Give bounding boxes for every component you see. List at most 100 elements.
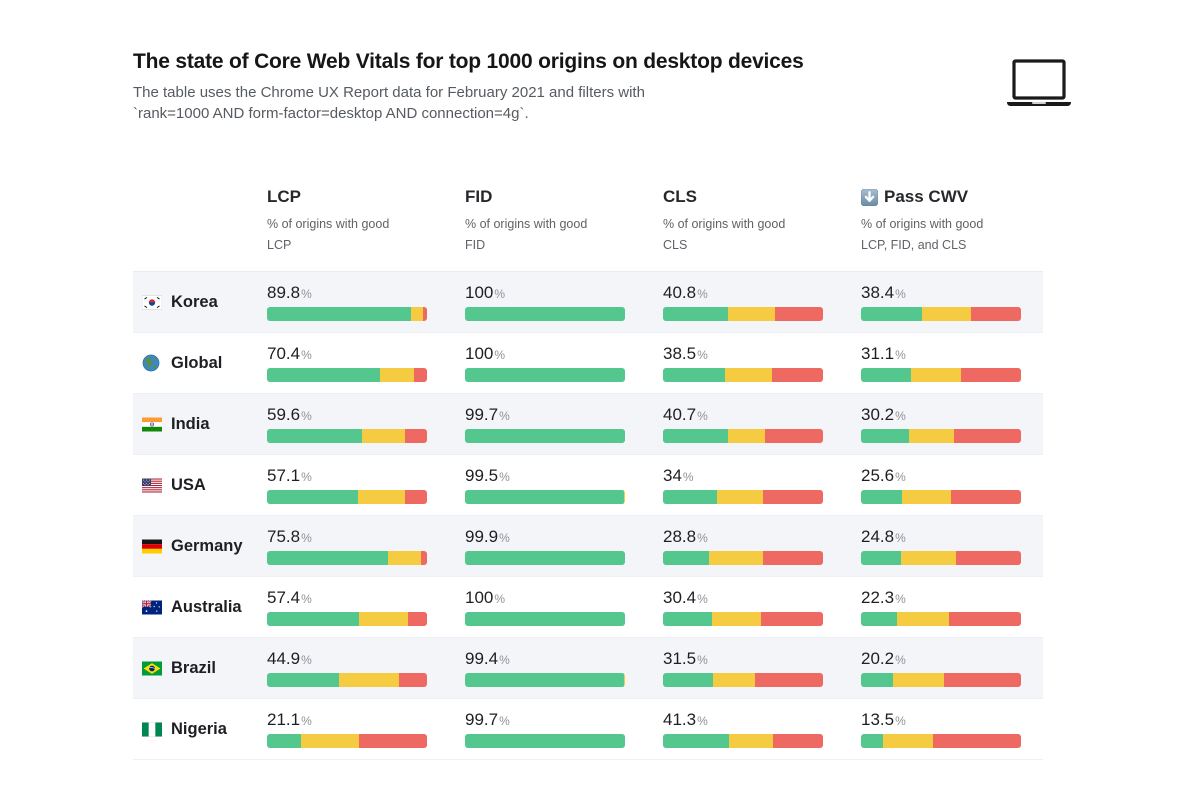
metric-value: 13.5% [861,709,906,729]
good-segment [465,367,625,382]
stacked-bar [861,672,1021,687]
stacked-bar [267,672,427,687]
poor-segment [944,672,1021,687]
table-header: LCP % of origins with good LCP FID % of … [133,187,1043,256]
stacked-bar [861,306,1021,321]
metric-value: 100% [465,282,506,302]
metric-value: 59.6% [267,404,312,424]
report: The state of Core Web Vitals for top 100… [133,50,1043,761]
cls-cell: 40.8% [663,284,861,321]
table-row: Brazil 44.9% 99.4% 31.5% 20.2% [133,638,1043,700]
percent-sign: % [494,591,506,606]
stacked-bar [663,733,823,748]
table-row: India 59.6% 99.7% 40.7% 30.2% [133,394,1043,456]
good-segment [663,367,725,382]
metric-value: 100% [465,343,506,363]
table-row: Korea 89.8% 100% 40.8% 38.4% [133,272,1043,334]
stacked-bar [267,611,427,626]
good-segment [663,733,730,748]
stacked-bar [465,489,625,504]
stacked-bar [465,550,625,565]
stacked-bar [465,367,625,382]
fid-cell: 99.7% [465,711,663,748]
metric-value: 41.3% [663,709,708,729]
percent-sign: % [697,408,708,423]
cwv-cell: 25.6% [861,467,1043,504]
stacked-bar [861,733,1021,748]
metric-value: 44.9% [267,648,312,668]
metric-value: 99.5% [465,465,510,485]
percent-sign: % [895,469,906,484]
country-name: Australia [171,597,242,616]
metric-value: 22.3% [861,587,906,607]
lcp-cell: 21.1% [267,711,465,748]
fid-cell: 99.9% [465,528,663,565]
poor-segment [971,306,1021,321]
good-segment [267,306,411,321]
needs-improvement-segment [717,489,764,504]
needs-improvement-segment [358,611,409,626]
poor-segment [771,367,823,382]
needs-improvement-segment [410,306,423,321]
laptop-icon [1006,58,1072,110]
good-segment [267,428,363,443]
good-segment [267,733,301,748]
poor-segment [422,306,427,321]
country-name: USA [171,475,206,494]
needs-improvement-segment [624,672,625,687]
percent-sign: % [682,469,694,484]
lcp-cell: 57.1% [267,467,465,504]
cwv-cell: 30.2% [861,406,1043,443]
column-header-cls: CLS % of origins with good CLS [663,187,786,253]
percent-sign: % [697,286,708,301]
metric-value: 34% [663,465,694,485]
needs-improvement-segment [729,733,773,748]
cls-cell: 38.5% [663,345,861,382]
metric-value: 57.1% [267,465,312,485]
good-segment [465,489,625,504]
stacked-bar [267,428,427,443]
country-name: Germany [171,536,243,555]
good-segment [465,733,625,748]
metric-value: 31.1% [861,343,906,363]
lcp-cell: 44.9% [267,650,465,687]
percent-sign: % [697,713,708,728]
lcp-cell: 70.4% [267,345,465,382]
metric-value: 28.8% [663,526,708,546]
stacked-bar [663,367,823,382]
subtitle: The table uses the Chrome UX Report data… [133,83,1043,124]
country-label: Australia [133,598,267,617]
country-name: Global [171,353,223,372]
poor-segment [763,489,823,504]
country-name: Brazil [171,658,216,677]
poor-segment [933,733,1021,748]
column-header-lcp: LCP % of origins with good LCP [267,187,390,253]
column-header-country [133,187,267,256]
metric-value: 30.4% [663,587,708,607]
poor-segment [760,611,823,626]
subtitle-line2: `rank=1000 AND form-factor=desktop AND c… [133,104,529,122]
good-segment [267,611,359,626]
percent-sign: % [895,286,906,301]
good-segment [465,428,625,443]
metric-value: 100% [465,587,506,607]
cwv-cell: 20.2% [861,650,1043,687]
stacked-bar [663,489,823,504]
country-label: Nigeria [133,720,267,739]
metric-value: 57.4% [267,587,312,607]
good-segment [465,550,625,565]
needs-improvement-segment [910,367,961,382]
poor-segment [398,672,427,687]
needs-improvement-segment [896,611,949,626]
poor-segment [950,489,1021,504]
country-label: India [133,415,267,434]
percent-sign: % [895,530,906,545]
needs-improvement-segment [711,611,761,626]
good-segment [465,306,625,321]
fid-cell: 99.5% [465,467,663,504]
india-flag-icon [142,417,162,432]
table-row: USA 57.1% 99.5% 34% 25.6% [133,455,1043,517]
needs-improvement-segment [728,306,776,321]
country-name: India [171,414,210,433]
